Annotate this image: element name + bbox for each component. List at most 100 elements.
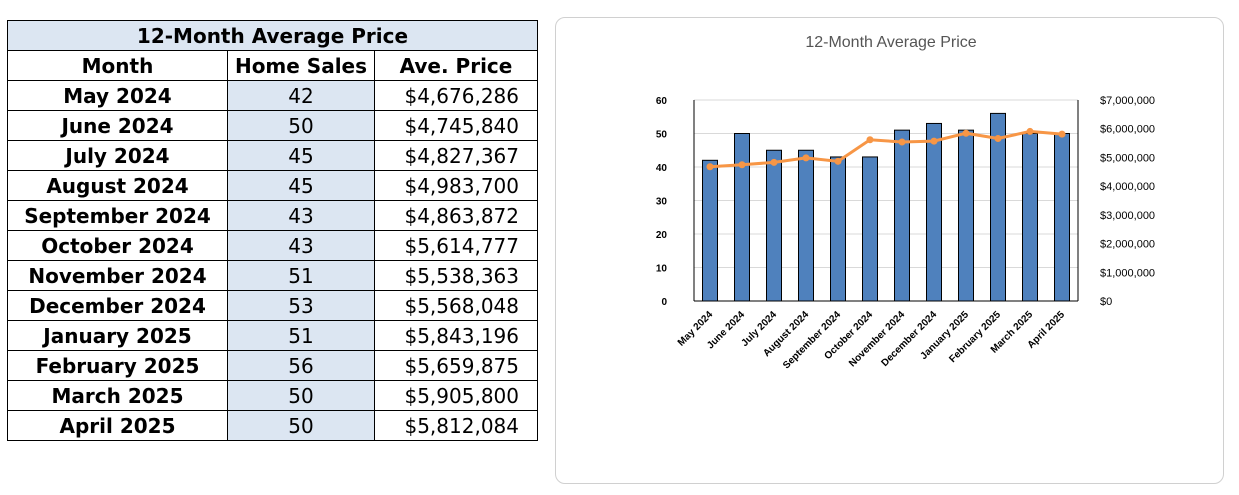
- line-point: [1026, 127, 1034, 135]
- x-tick-label: November 2024: [847, 309, 907, 369]
- bar: [830, 156, 846, 302]
- cell-ave-price-text: $4,827,367: [404, 143, 519, 168]
- bar: [734, 133, 750, 302]
- cell-month: October 2024: [7, 230, 228, 261]
- cell-ave-price: $4,983,700: [374, 170, 538, 201]
- cell-home-sales: 45: [227, 140, 375, 171]
- price-table-container: 12-Month Average Price Month Home Sales …: [7, 20, 538, 441]
- cell-month: April 2025: [7, 410, 228, 441]
- combo-chart: 12-Month Average Price 0 10 20 30 40 50 60 $0 $1…: [656, 34, 1155, 371]
- cell-home-sales: 43: [227, 200, 375, 231]
- bar: [1022, 133, 1038, 302]
- bar: [926, 122, 942, 302]
- table-row: May 2024 42 $4,676,286: [7, 80, 538, 111]
- y-tick-label: 10: [656, 264, 668, 275]
- line-point: [994, 134, 1002, 142]
- cell-ave-price-text: $4,745,840: [404, 113, 519, 138]
- line-point: [770, 158, 778, 166]
- table-row: August 2024 45 $4,983,700: [7, 170, 538, 201]
- header-home-sales: Home Sales: [227, 50, 375, 81]
- cell-home-sales: 51: [227, 320, 375, 351]
- cell-home-sales: 56: [227, 350, 375, 381]
- table-row: November 2024 51 $5,538,363: [7, 260, 538, 291]
- cell-ave-price-text: $5,843,196: [404, 323, 519, 348]
- cell-home-sales: 50: [227, 110, 375, 141]
- y2-tick-label: $7,000,000: [1100, 95, 1155, 107]
- cell-ave-price-text: $5,538,363: [404, 263, 519, 288]
- price-line: [709, 129, 1063, 169]
- cell-ave-price: $5,905,800: [374, 380, 538, 411]
- bar: [766, 149, 782, 302]
- cell-ave-price: $5,812,084: [374, 410, 538, 441]
- cell-ave-price: $4,863,872: [374, 200, 538, 231]
- line-point: [738, 161, 746, 169]
- line-point: [866, 136, 874, 144]
- price-table: 12-Month Average Price Month Home Sales …: [7, 20, 538, 441]
- cell-home-sales: 45: [227, 170, 375, 201]
- cell-month: January 2025: [7, 320, 228, 351]
- cell-ave-price: $5,843,196: [374, 320, 538, 351]
- table-row: October 2024 43 $5,614,777: [7, 230, 538, 261]
- cell-ave-price: $5,538,363: [374, 260, 538, 291]
- cell-month: May 2024: [7, 80, 228, 111]
- cell-home-sales: 51: [227, 260, 375, 291]
- bar: [894, 129, 910, 302]
- line-series: [706, 127, 1066, 171]
- table-row: January 2025 51 $5,843,196: [7, 320, 538, 351]
- cell-month: September 2024: [7, 200, 228, 231]
- cell-ave-price: $5,614,777: [374, 230, 538, 261]
- x-tick-label: September 2024: [781, 309, 843, 371]
- table-title: 12-Month Average Price: [7, 20, 538, 51]
- cell-month: July 2024: [7, 140, 228, 171]
- cell-home-sales: 50: [227, 380, 375, 411]
- cell-month: February 2025: [7, 350, 228, 381]
- cell-ave-price: $5,659,875: [374, 350, 538, 381]
- table-row: December 2024 53 $5,568,048: [7, 290, 538, 321]
- y-tick-label: 60: [656, 96, 668, 107]
- table-row: February 2025 56 $5,659,875: [7, 350, 538, 381]
- y2-tick-label: $5,000,000: [1100, 152, 1155, 164]
- y-tick-label: 30: [656, 197, 668, 208]
- x-tick-label: December 2024: [879, 309, 939, 369]
- cell-ave-price: $4,676,286: [374, 80, 538, 111]
- table-row: March 2025 50 $5,905,800: [7, 380, 538, 411]
- header-ave-price: Ave. Price: [374, 50, 538, 81]
- cell-ave-price: $5,568,048: [374, 290, 538, 321]
- bar: [862, 156, 878, 302]
- cell-ave-price-text: $5,614,777: [404, 233, 519, 258]
- table-row: September 2024 43 $4,863,872: [7, 200, 538, 231]
- cell-ave-price-text: $4,676,286: [404, 83, 519, 108]
- line-point: [898, 138, 906, 146]
- line-point: [706, 163, 714, 171]
- cell-ave-price: $4,827,367: [374, 140, 538, 171]
- chart-card: 12-Month Average Price 0 10 20 30 40 50 60 $0 $1…: [555, 17, 1224, 484]
- header-month: Month: [7, 50, 228, 81]
- cell-month: June 2024: [7, 110, 228, 141]
- line-point: [834, 157, 842, 165]
- bar-series: [702, 112, 1070, 302]
- cell-ave-price-text: $5,568,048: [404, 293, 519, 318]
- line-point: [1058, 130, 1066, 138]
- bar: [1054, 133, 1070, 302]
- cell-home-sales: 53: [227, 290, 375, 321]
- y2-tick-label: $2,000,000: [1100, 239, 1155, 251]
- y2-tick-label: $4,000,000: [1100, 181, 1155, 193]
- y-tick-label: 50: [656, 130, 668, 141]
- cell-home-sales: 50: [227, 410, 375, 441]
- cell-ave-price: $4,745,840: [374, 110, 538, 141]
- cell-ave-price-text: $5,659,875: [404, 353, 519, 378]
- table-row: June 2024 50 $4,745,840: [7, 110, 538, 141]
- line-point: [962, 129, 970, 137]
- cell-month: December 2024: [7, 290, 228, 321]
- bar: [702, 159, 718, 302]
- cell-ave-price-text: $4,983,700: [404, 173, 519, 198]
- table-row: April 2025 50 $5,812,084: [7, 410, 538, 441]
- y-tick-label: 40: [656, 163, 668, 174]
- y2-tick-label: $3,000,000: [1100, 210, 1155, 222]
- chart-title: 12-Month Average Price: [805, 34, 976, 51]
- bar: [958, 129, 974, 302]
- y2-tick-label: $6,000,000: [1100, 124, 1155, 136]
- grid-lines: [694, 99, 1078, 302]
- cell-month: November 2024: [7, 260, 228, 291]
- table-row: July 2024 45 $4,827,367: [7, 140, 538, 171]
